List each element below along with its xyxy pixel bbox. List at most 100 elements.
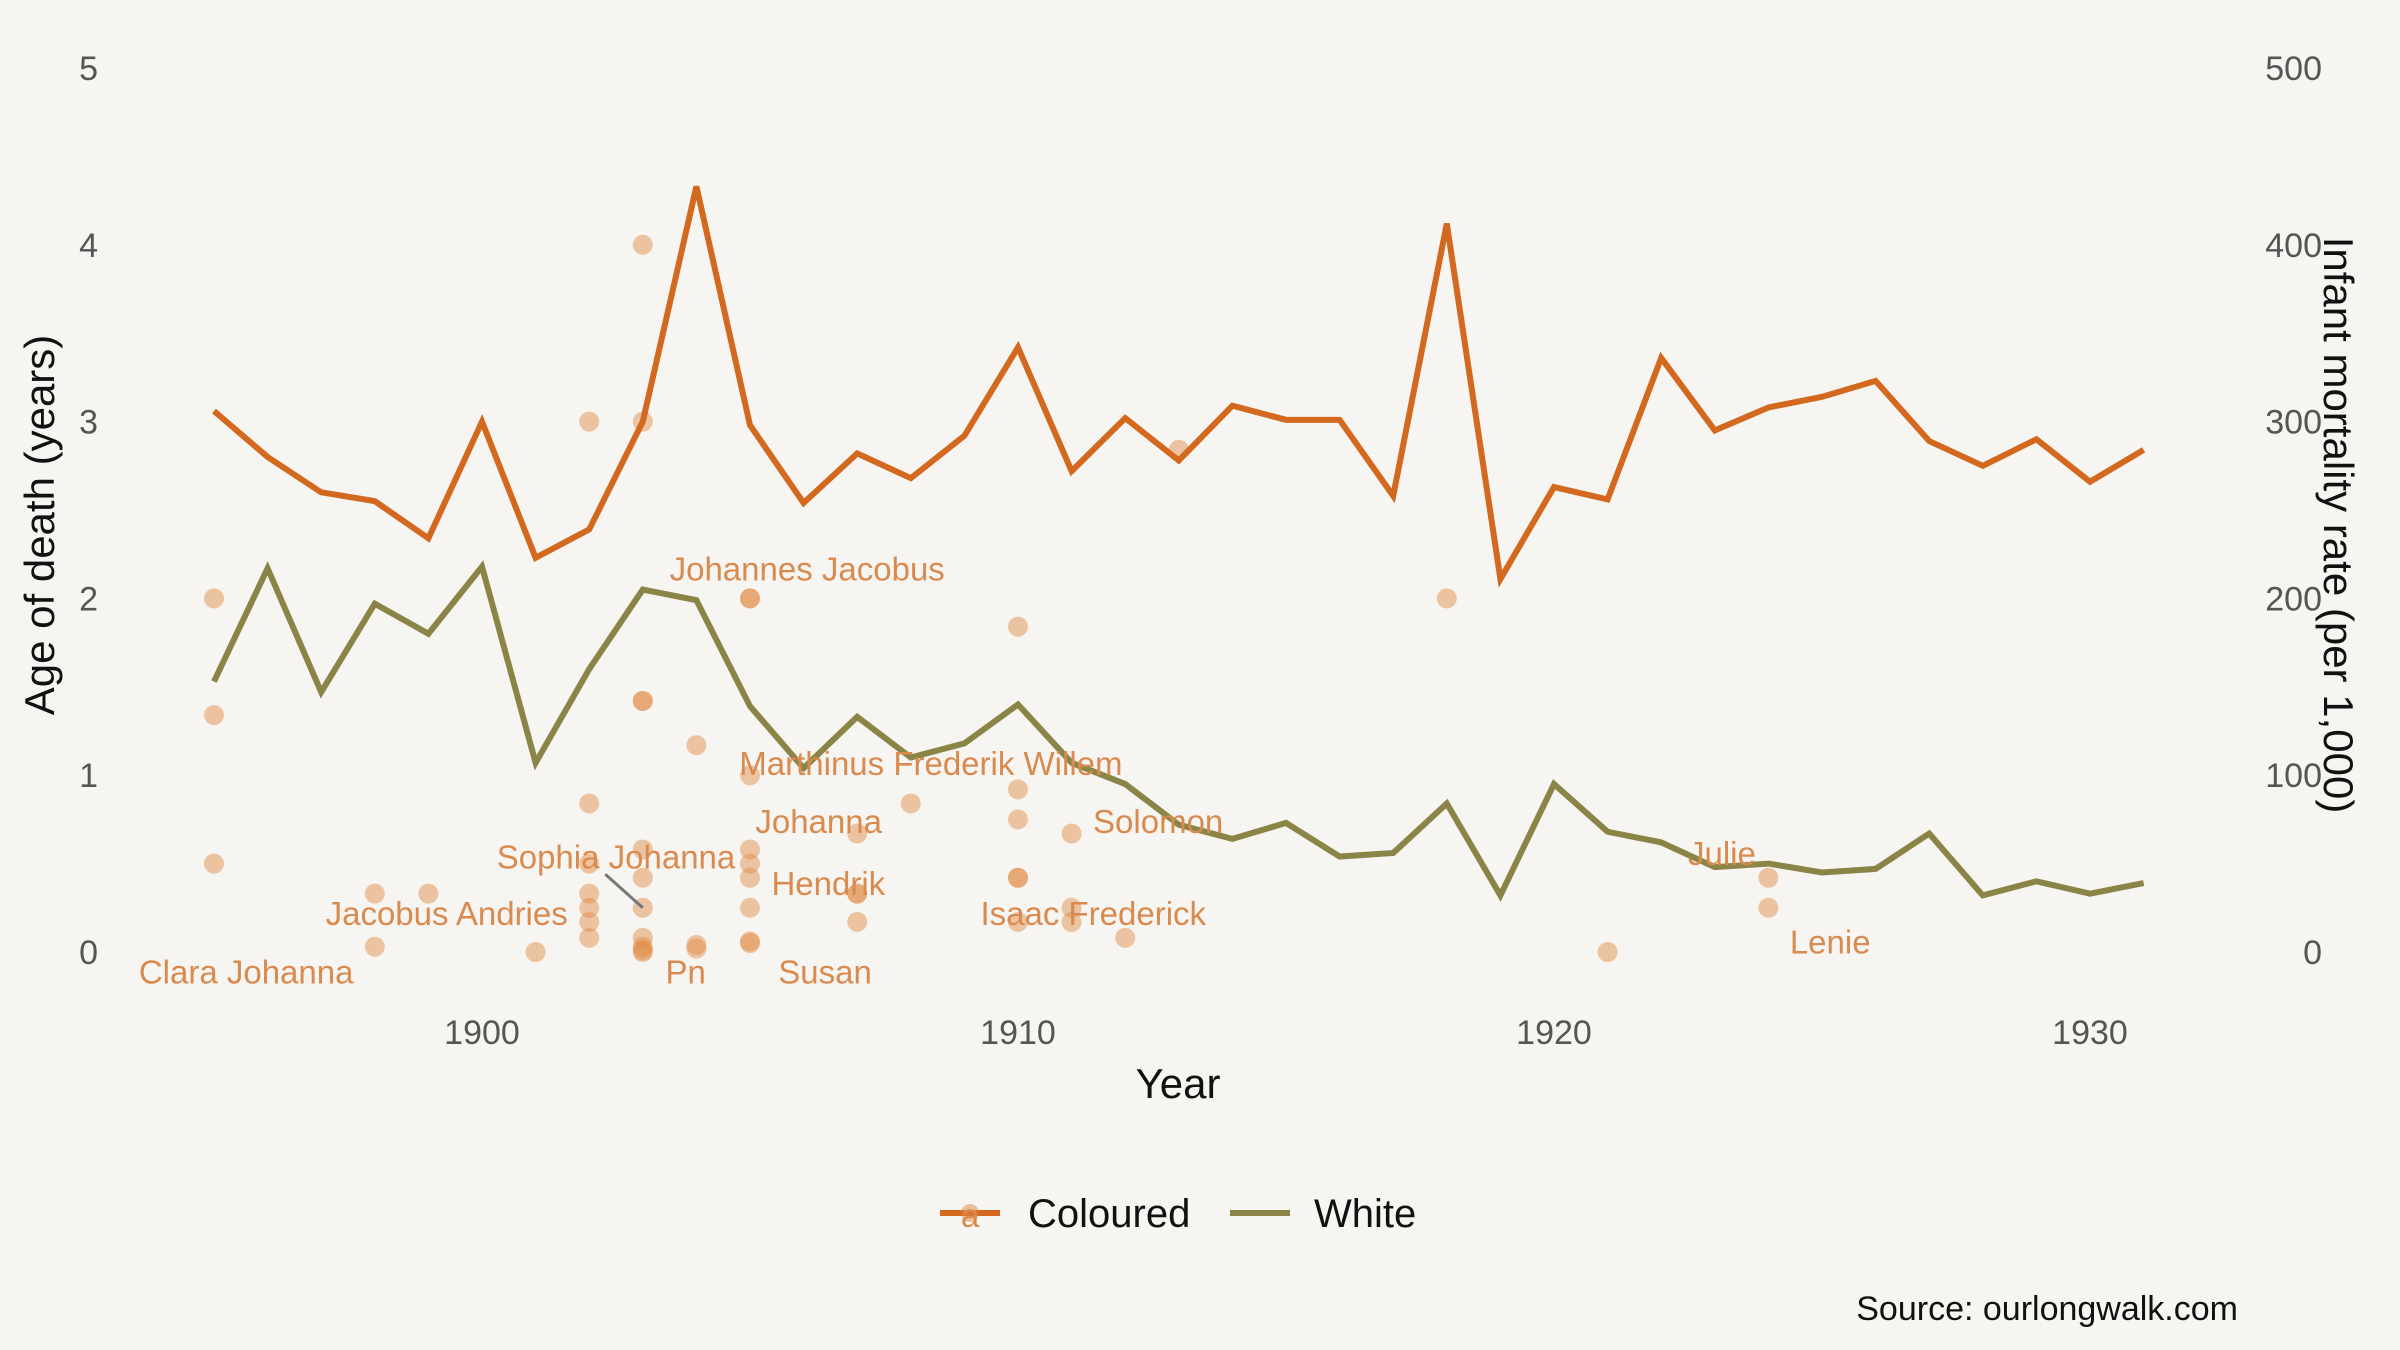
point-label: Marthinus Frederik Willem	[739, 745, 1122, 782]
x-tick-label: 1900	[444, 1014, 520, 1052]
point-label: Lenie	[1790, 923, 1871, 960]
data-point	[632, 839, 653, 860]
data-point	[1008, 616, 1028, 637]
y-axis-title: Age of death (years)	[16, 335, 63, 716]
point-label: Johannes Jacobus	[670, 550, 945, 587]
data-point	[847, 883, 868, 904]
data-point	[1008, 867, 1028, 888]
data-point	[686, 934, 707, 955]
data-point	[1115, 927, 1136, 948]
x-tick-label: 1930	[2052, 1014, 2128, 1052]
legend-coloured-glyph: a	[961, 1197, 980, 1234]
legend-coloured-point	[961, 1204, 979, 1222]
y2-tick-label: 300	[2265, 404, 2322, 442]
data-point	[632, 867, 653, 888]
data-point	[632, 234, 653, 255]
data-point	[1061, 911, 1082, 932]
legend: a Coloured White	[940, 1192, 1416, 1236]
x-tick-label: 1920	[1516, 1014, 1592, 1052]
data-point	[740, 588, 760, 609]
y-tick-label: 2	[79, 580, 98, 618]
data-point	[204, 853, 224, 874]
data-point	[900, 793, 921, 814]
data-point	[1758, 867, 1779, 888]
source-caption: Source: ourlongwalk.com	[1856, 1290, 2238, 1328]
data-point	[740, 933, 760, 954]
data-point	[1061, 897, 1082, 918]
x-ticks-layer: 1900 1910 1920 1930	[444, 1014, 2128, 1052]
y-tick-label: 5	[79, 50, 98, 88]
data-point	[632, 936, 653, 957]
data-point	[579, 411, 600, 432]
data-point	[1597, 942, 1618, 962]
data-point	[1008, 911, 1028, 932]
data-point	[847, 911, 868, 932]
point-label: Jacobus Andries	[326, 895, 568, 932]
data-point	[579, 927, 600, 948]
annotation-labels-layer: Johannes Jacobus Marthinus Frederik Wille…	[139, 550, 1871, 990]
y-tick-label: 0	[79, 934, 98, 972]
point-label: Isaac Frederick	[980, 895, 1206, 932]
point-label: Solomon	[1093, 803, 1223, 840]
data-point	[1061, 823, 1082, 844]
data-point	[632, 942, 653, 962]
legend-item-coloured: a Coloured	[940, 1192, 1190, 1236]
y2-axis-title: Infant mortality rate (per 1,000)	[2315, 237, 2362, 814]
data-point	[579, 853, 600, 874]
y-ticks-layer: 0 1 2 3 4 5	[79, 50, 98, 972]
legend-item-white: White	[1230, 1192, 1416, 1236]
data-point	[204, 588, 224, 609]
data-point	[740, 867, 760, 888]
legend-coloured-label: Coloured	[1028, 1192, 1190, 1236]
y2-tick-label: 100	[2265, 757, 2322, 795]
data-point	[740, 588, 760, 609]
data-point	[686, 735, 707, 756]
data-point	[364, 936, 385, 957]
data-point	[579, 897, 600, 918]
data-point	[418, 883, 439, 904]
point-label: Clara Johanna	[139, 953, 354, 990]
point-label: Sophia Johanna	[497, 839, 736, 876]
points-layer	[204, 234, 1779, 962]
data-point	[632, 927, 653, 948]
y2-tick-label: 200	[2265, 580, 2322, 618]
data-point	[1758, 897, 1779, 918]
data-point	[740, 765, 760, 786]
y2-ticks-layer: 0 100 200 300 400 500	[2265, 50, 2322, 972]
point-label: Susan	[778, 953, 872, 990]
y2-tick-label: 500	[2265, 50, 2322, 88]
data-point	[632, 690, 653, 711]
data-point	[579, 793, 600, 814]
data-point	[632, 690, 653, 711]
series-line-coloured	[212, 185, 2146, 588]
y2-tick-label: 400	[2265, 227, 2322, 265]
data-point	[847, 883, 868, 904]
point-label: Johanna	[755, 803, 882, 840]
data-point	[1008, 779, 1028, 800]
lines-layer	[211, 185, 2146, 902]
x-axis-title: Year	[1136, 1060, 1221, 1107]
data-point	[740, 853, 760, 874]
x-tick-label: 1910	[980, 1014, 1056, 1052]
data-point	[364, 883, 385, 904]
legend-white-label: White	[1314, 1192, 1416, 1236]
point-label: Pn	[665, 953, 705, 990]
data-point	[740, 931, 760, 952]
point-label: Hendrik	[771, 865, 885, 902]
data-point	[579, 883, 600, 904]
y2-tick-label: 0	[2303, 934, 2322, 972]
annotation-connector	[604, 873, 644, 909]
data-point	[632, 940, 653, 961]
data-point	[847, 823, 868, 844]
data-point	[525, 942, 546, 962]
data-point	[1008, 867, 1028, 888]
data-point	[1008, 809, 1028, 830]
data-point	[740, 897, 760, 918]
data-point	[579, 911, 600, 932]
y-tick-label: 1	[79, 757, 98, 795]
y-tick-label: 4	[79, 227, 98, 265]
point-label: Julie	[1688, 835, 1756, 872]
series-line-white	[211, 560, 2145, 902]
